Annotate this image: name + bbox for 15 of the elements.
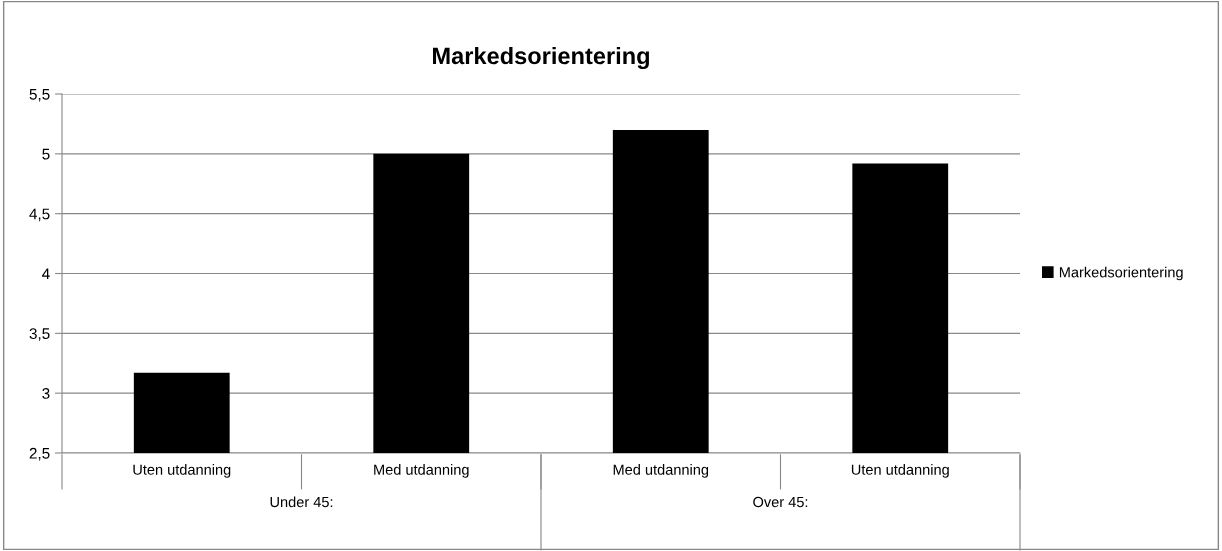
y-tick-label: 2,5 [29,447,50,461]
x-tick-label: Med utdanning [613,464,709,478]
y-tick-label: 5 [42,148,50,160]
legend-label: Markedsorientering [1059,266,1183,281]
text: Over 45: [753,496,808,508]
y-tick-label: 3,5 [29,328,50,341]
x-tick-label: Uten utdanning [133,464,231,478]
y-tick-label: 5,5 [29,89,50,102]
y-tick-label: 4 [42,268,50,280]
x-tick-label: Med utdanning [374,464,469,478]
chart-title: Markedsorientering [433,46,649,70]
text: Under 45: [270,496,333,508]
x-tick-label: Uten utdanning [851,464,949,478]
y-tick-label: 4,5 [29,208,50,222]
y-tick-label: 3 [42,388,50,399]
